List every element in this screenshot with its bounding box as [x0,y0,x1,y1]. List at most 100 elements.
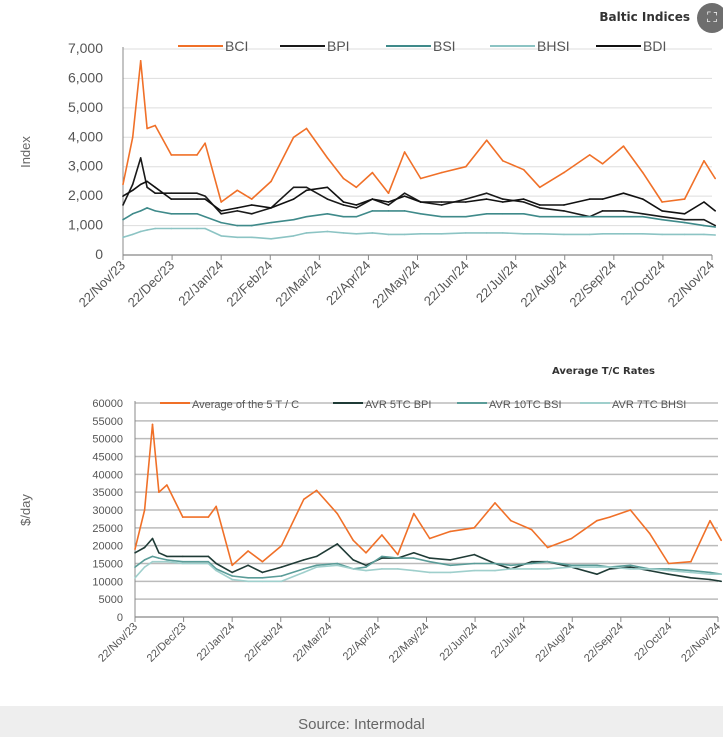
data-point [622,215,625,218]
data-point [530,528,533,531]
data-point [539,207,541,209]
data-point [709,571,711,574]
data-point [629,566,632,568]
x-tick-label: 22/Nov/23 [96,621,140,665]
data-point [412,569,415,572]
x-tick-label: 22/Nov/24 [679,621,723,665]
legend-label: BHSI [537,38,570,54]
data-point [250,198,253,200]
series-line-bsi [122,207,716,228]
data-point [703,224,705,227]
data-point [530,568,533,570]
data-point [355,204,358,206]
data-point [601,233,604,235]
data-point [464,165,467,168]
data-point [280,580,283,583]
data-point [154,124,156,127]
data-point [403,195,406,197]
data-point [215,562,218,565]
data-point [139,210,142,212]
data-point [714,210,717,212]
data-point [381,557,383,559]
data-point [342,232,345,234]
data-point [642,198,644,200]
data-point [608,566,611,568]
data-point [166,560,168,563]
data-point [397,557,399,559]
x-tick-label: 22/Nov/24 [665,258,718,311]
data-point [667,573,670,575]
data-point [196,213,198,215]
data-point [170,198,173,200]
chart-title: Baltic Indices [599,10,690,24]
data-point [661,218,663,221]
data-point [292,136,295,139]
data-point [352,559,355,561]
data-point [412,557,415,559]
data-point [204,198,206,200]
expand-icon[interactable]: ⛶ [697,3,723,33]
y-tick-label: 5,000 [68,99,103,115]
data-point [440,215,443,218]
data-point [690,560,692,563]
data-point [146,127,148,130]
y-tick-label: 0 [117,612,123,624]
y-tick-label: 10000 [92,576,123,588]
data-point [247,564,249,567]
data-point [596,566,598,568]
data-point [220,221,222,224]
data-point [601,215,604,218]
data-point [588,215,591,218]
data-point [683,198,686,200]
data-point [419,177,422,180]
data-point [207,562,210,565]
data-point [326,186,329,189]
data-point [146,229,148,231]
x-tick-label: 22/Nov/23 [76,258,129,311]
y-tick-label: 0 [95,246,103,262]
legend-label: BPI [327,38,350,54]
data-point [419,213,422,215]
x-tick-label: 22/Jul/24 [489,621,529,661]
data-point [158,557,160,559]
data-point [563,215,565,218]
x-tick-label: 22/Jan/24 [195,621,238,664]
series-line-bhsi [122,227,716,240]
data-point [207,560,210,563]
data-point [247,580,249,583]
data-point [270,238,272,240]
data-point [352,568,355,570]
data-point [326,198,329,200]
data-point [485,213,488,215]
data-point [336,512,339,515]
data-point [539,204,541,206]
chart-title: Average T/C Rates [552,366,655,377]
data-point [305,186,308,189]
data-point [596,564,598,567]
data-point [522,233,525,235]
data-point [166,559,168,561]
data-point [247,550,249,552]
data-point [236,210,239,212]
data-point [236,207,239,209]
data-point [170,192,173,194]
data-point [122,236,124,239]
data-point [412,512,415,515]
series-line-average-of-the-5-t-c [134,423,722,567]
data-point [709,578,711,581]
data-point [303,571,305,574]
data-point [365,566,367,568]
data-point [158,552,160,554]
series-line-avr-7tc-bhsi [134,560,722,583]
data-point [220,235,222,237]
data-point [642,233,644,235]
data-point [166,484,168,486]
data-point [365,564,367,567]
data-point [261,576,264,579]
data-point [236,236,239,239]
data-point [588,198,591,200]
data-point [661,215,663,218]
data-point [352,539,355,542]
data-point [642,171,644,174]
source-note: Source: Intermodal [298,716,425,733]
